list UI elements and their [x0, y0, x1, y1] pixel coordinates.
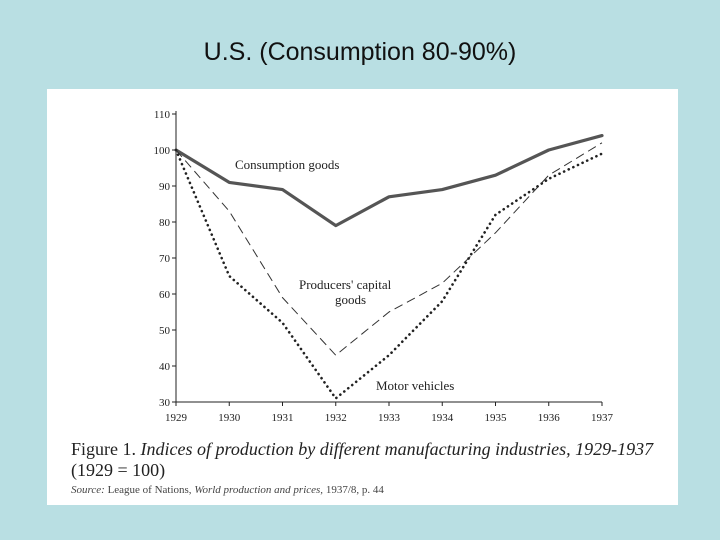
scanned-figure: 30 40 50 60 70 80 90 100 110 1929 1930 1931 1932 1933… [47, 89, 678, 505]
x-tick-label: 1936 [538, 412, 561, 424]
figure-caption-text: Indices of production by different manuf… [140, 439, 654, 459]
x-tick-label: 1933 [378, 412, 401, 424]
x-tick-label: 1935 [485, 412, 508, 424]
y-tick-label: 60 [159, 289, 171, 301]
y-tick-label: 100 [154, 145, 171, 157]
series-line-producers-capital-goods [175, 142, 603, 356]
annotation-producers-capital-goods: Producers' capital [299, 277, 392, 292]
line-chart: 30 40 50 60 70 80 90 100 110 1929 1930 1931 1932 1933… [154, 109, 614, 424]
annotation-motor-vehicles: Motor vehicles [376, 378, 454, 393]
source-org: League of Nations, [107, 484, 192, 496]
y-tick-label: 70 [159, 253, 171, 265]
y-tick-label: 110 [154, 109, 171, 121]
x-tick-label: 1930 [218, 412, 241, 424]
chart-ticks: 30 40 50 60 70 80 90 100 110 1929 1930 1931 1932 1933… [154, 109, 614, 424]
figure-caption: Figure 1. Indices of production by diffe… [71, 439, 681, 496]
source-title: World production and prices, [194, 484, 324, 496]
x-tick-label: 1929 [165, 412, 188, 424]
source-rest: 1937/8, p. 44 [325, 484, 384, 496]
figure-label: Figure 1. [71, 439, 136, 459]
series-line-consumption-goods [174, 133, 604, 228]
source-prefix: Source: [71, 484, 105, 496]
series-line-motor-vehicles [174, 148, 604, 400]
x-tick-label: 1932 [325, 412, 347, 424]
x-tick-label: 1931 [272, 412, 294, 424]
y-tick-label: 40 [159, 361, 171, 373]
y-tick-label: 90 [159, 181, 171, 193]
y-tick-label: 30 [159, 397, 171, 409]
annotation-consumption-goods: Consumption goods [235, 157, 339, 172]
x-tick-label: 1934 [431, 412, 454, 424]
figure-source: Source: League of Nations, World product… [71, 484, 681, 496]
chart-series [174, 133, 604, 400]
annotation-producers-capital-goods-line2: goods [335, 292, 366, 307]
y-tick-label: 50 [159, 325, 171, 337]
x-tick-label: 1937 [591, 412, 614, 424]
slide-title: U.S. (Consumption 80-90%) [203, 38, 517, 66]
figure-base-note: (1929 = 100) [71, 460, 166, 480]
y-tick-label: 80 [159, 217, 171, 229]
